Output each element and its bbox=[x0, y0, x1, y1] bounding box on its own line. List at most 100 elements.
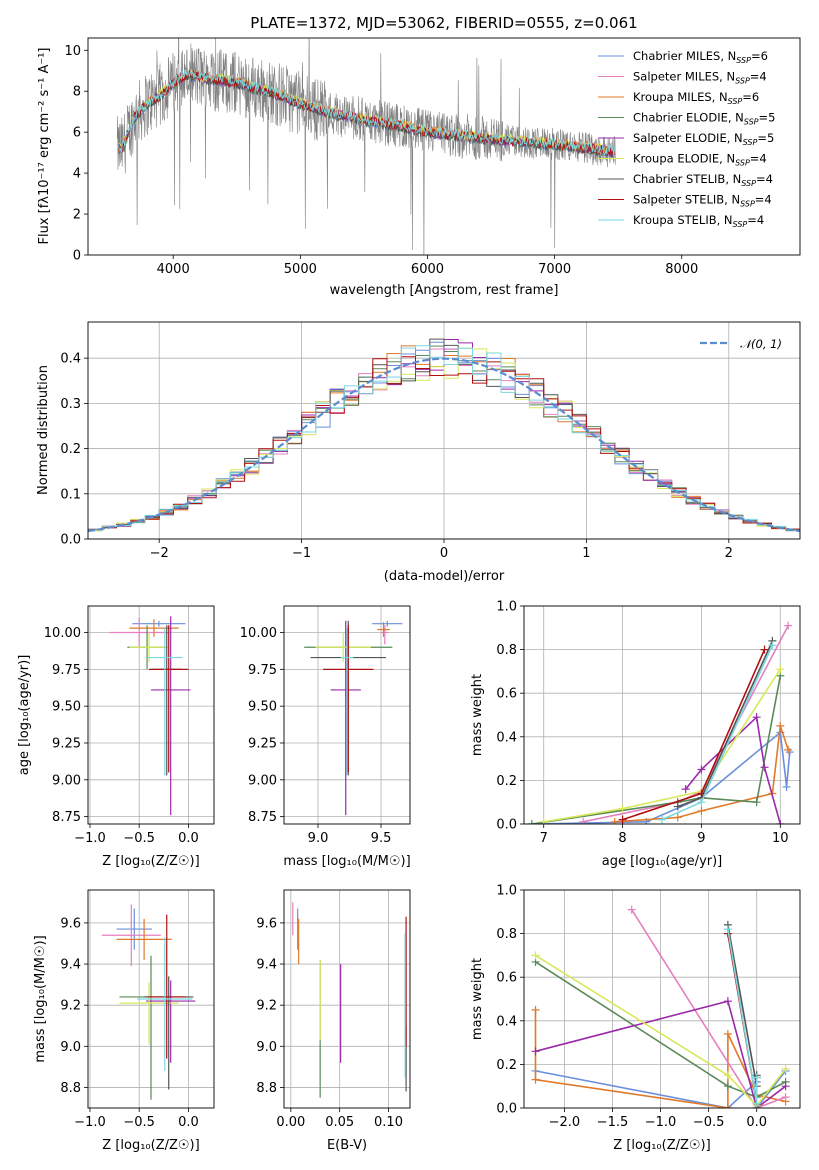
age-vs-mass-ytick-label: 10.00 bbox=[240, 626, 277, 641]
spectrum-plot-area bbox=[116, 38, 616, 255]
age-vs-Z-ytick-label: 9.50 bbox=[52, 700, 81, 715]
mass-vs-Z-ytick-label: 8.8 bbox=[60, 1081, 81, 1096]
age-vs-Z-xlabel: Z [log₁₀(Z/Z☉)] bbox=[102, 854, 199, 869]
age-vs-mass-plot-area bbox=[304, 620, 403, 816]
residuals-xtick-label: 0 bbox=[440, 546, 448, 561]
weight-vs-age-ytick-label: 0.4 bbox=[496, 730, 517, 745]
residuals-plot-area bbox=[88, 338, 800, 533]
mass-weight-marker bbox=[723, 1082, 732, 1091]
spectrum-ytick-label: 0 bbox=[73, 249, 81, 264]
mass-weight-line bbox=[631, 909, 786, 1108]
mass-weight-line bbox=[543, 668, 781, 823]
residuals-ytick-label: 0.4 bbox=[60, 352, 81, 367]
mass-vs-ebv-ytick-label: 9.2 bbox=[256, 999, 277, 1014]
weight-vs-age-xtick-label: 7 bbox=[540, 831, 548, 846]
age-vs-mass-panel: mass [log₁₀(M/M☉)] 9.0 9.5 8.75 9.00 9.25 9.5… bbox=[240, 605, 411, 869]
mass-weight-line bbox=[534, 1009, 786, 1108]
mass-weight-marker bbox=[781, 1093, 790, 1102]
mass-weight-marker bbox=[723, 1071, 732, 1080]
spectrum-ylabel: Flux [fλ10⁻¹⁷ erg cm⁻² s⁻¹ A⁻¹] bbox=[37, 48, 52, 245]
legend-entry: Kroupa STELIB, NSSP=4 bbox=[633, 213, 764, 229]
spectrum-data-line bbox=[116, 38, 616, 255]
legend-entry: Chabrier MILES, NSSP=6 bbox=[633, 49, 768, 65]
mass-weight-line bbox=[531, 730, 791, 824]
mass-weight-line bbox=[535, 1000, 787, 1108]
mass-vs-Z-ytick-label: 9.0 bbox=[60, 1040, 81, 1055]
mass-weight-marker bbox=[776, 721, 785, 730]
spectrum-xtick-label: 4000 bbox=[157, 262, 190, 277]
mass-weight-marker bbox=[531, 1075, 540, 1084]
weight-vs-age-plot-area bbox=[527, 621, 794, 824]
mass-vs-Z-frame bbox=[87, 889, 215, 1109]
gaussian-curve bbox=[88, 357, 800, 533]
weight-vs-Z-ylabel: mass weight bbox=[470, 958, 485, 1040]
mass-weight-line bbox=[727, 924, 758, 1087]
age-vs-mass-xtick-label: 9.0 bbox=[308, 831, 329, 846]
mass-weight-marker bbox=[673, 802, 682, 811]
residuals-xtick-label: 1 bbox=[582, 546, 590, 561]
residual-histogram bbox=[88, 347, 800, 532]
age-vs-Z-ytick-label: 9.75 bbox=[52, 663, 81, 678]
mass-vs-ebv-ytick-label: 9.0 bbox=[256, 1040, 277, 1055]
weight-vs-Z-plot-area bbox=[531, 905, 790, 1108]
weight-vs-age-ytick-label: 0.8 bbox=[496, 643, 517, 658]
legend-entry: Kroupa ELODIE, NSSP=4 bbox=[633, 152, 767, 168]
spectrum-xtick-label: 5000 bbox=[284, 262, 317, 277]
mass-weight-marker bbox=[752, 798, 761, 807]
weight-vs-Z-xtick-label: −0.5 bbox=[693, 1115, 725, 1130]
mass-vs-Z-xlabel: Z [log₁₀(Z/Z☉)] bbox=[102, 1138, 199, 1153]
age-vs-mass-frame bbox=[283, 605, 411, 825]
mass-vs-Z-ylabel: mass [log₁₀(M/M☉)] bbox=[33, 935, 48, 1062]
spectrum-model-line bbox=[118, 70, 615, 156]
mass-weight-marker bbox=[527, 820, 536, 824]
legend-entry: Chabrier ELODIE, NSSP=5 bbox=[633, 111, 775, 127]
mass-vs-Z-ytick-label: 9.4 bbox=[60, 958, 81, 973]
weight-vs-Z-xtick-label: 0.0 bbox=[746, 1115, 767, 1130]
age-vs-mass-ytick-label: 9.00 bbox=[248, 773, 277, 788]
mass-weight-marker bbox=[723, 1104, 732, 1108]
spectrum-ytick-label: 4 bbox=[73, 167, 81, 182]
mass-weight-marker bbox=[723, 997, 732, 1006]
age-vs-Z-xtick-label: −1.0 bbox=[74, 831, 106, 846]
weight-vs-Z-ytick-label: 1.0 bbox=[496, 884, 517, 899]
mass-vs-Z-plot-area bbox=[101, 904, 196, 1100]
residuals-xlabel: (data-model)/error bbox=[384, 569, 505, 584]
weight-vs-Z-xlabel: Z [log₁₀(Z/Z☉)] bbox=[613, 1138, 710, 1153]
mass-vs-Z-xtick-label: 0.0 bbox=[178, 1115, 199, 1130]
mass-weight-marker bbox=[531, 951, 540, 960]
residuals-panel: (data-model)/error Normed distribution −… bbox=[36, 321, 801, 584]
mass-vs-ebv-xlabel: E(B-V) bbox=[327, 1138, 367, 1153]
residuals-xtick-label: −2 bbox=[150, 546, 169, 561]
residuals-ytick-label: 0.2 bbox=[60, 442, 81, 457]
mass-vs-ebv-xtick-label: 0.00 bbox=[276, 1115, 305, 1130]
mass-vs-ebv-xtick-label: 0.10 bbox=[374, 1115, 403, 1130]
mass-weight-marker bbox=[531, 1047, 540, 1056]
mass-weight-marker bbox=[781, 1064, 790, 1073]
spectrum-xlabel: wavelength [Angstrom, rest frame] bbox=[330, 283, 559, 298]
residuals-ytick-label: 0.1 bbox=[60, 487, 81, 502]
legend-entry: Kroupa MILES, NSSP=6 bbox=[633, 90, 759, 106]
mass-vs-ebv-ytick-label: 8.8 bbox=[256, 1081, 277, 1096]
mass-vs-Z-xtick-label: −1.0 bbox=[74, 1115, 106, 1130]
spectrum-ytick-label: 2 bbox=[73, 208, 81, 223]
mass-vs-Z-xtick-label: −0.5 bbox=[123, 1115, 155, 1130]
spectrum-ytick-label: 10 bbox=[64, 44, 81, 59]
age-vs-Z-ytick-label: 8.75 bbox=[52, 810, 81, 825]
weight-vs-Z-ytick-label: 0.2 bbox=[496, 1058, 517, 1073]
mass-weight-marker bbox=[697, 806, 706, 815]
spectrum-title: PLATE=1372, MJD=53062, FIBERID=0555, z=0… bbox=[250, 14, 637, 32]
age-vs-Z-xtick-label: −0.5 bbox=[123, 831, 155, 846]
mass-weight-marker bbox=[768, 641, 777, 650]
weight-vs-Z-frame bbox=[523, 889, 801, 1109]
mass-weight-marker bbox=[760, 763, 769, 772]
weight-vs-age-xtick-label: 10 bbox=[772, 831, 789, 846]
age-vs-Z-ytick-label: 9.25 bbox=[52, 736, 81, 751]
age-vs-mass-ytick-label: 9.50 bbox=[248, 700, 277, 715]
mass-weight-marker bbox=[697, 798, 706, 807]
mass-weight-marker bbox=[752, 1073, 761, 1082]
mass-weight-marker bbox=[579, 817, 588, 824]
age-vs-Z-ytick-label: 10.00 bbox=[44, 626, 81, 641]
mass-weight-marker bbox=[752, 1099, 761, 1108]
mass-weight-marker bbox=[782, 782, 791, 791]
spectrum-xtick-label: 7000 bbox=[538, 262, 571, 277]
